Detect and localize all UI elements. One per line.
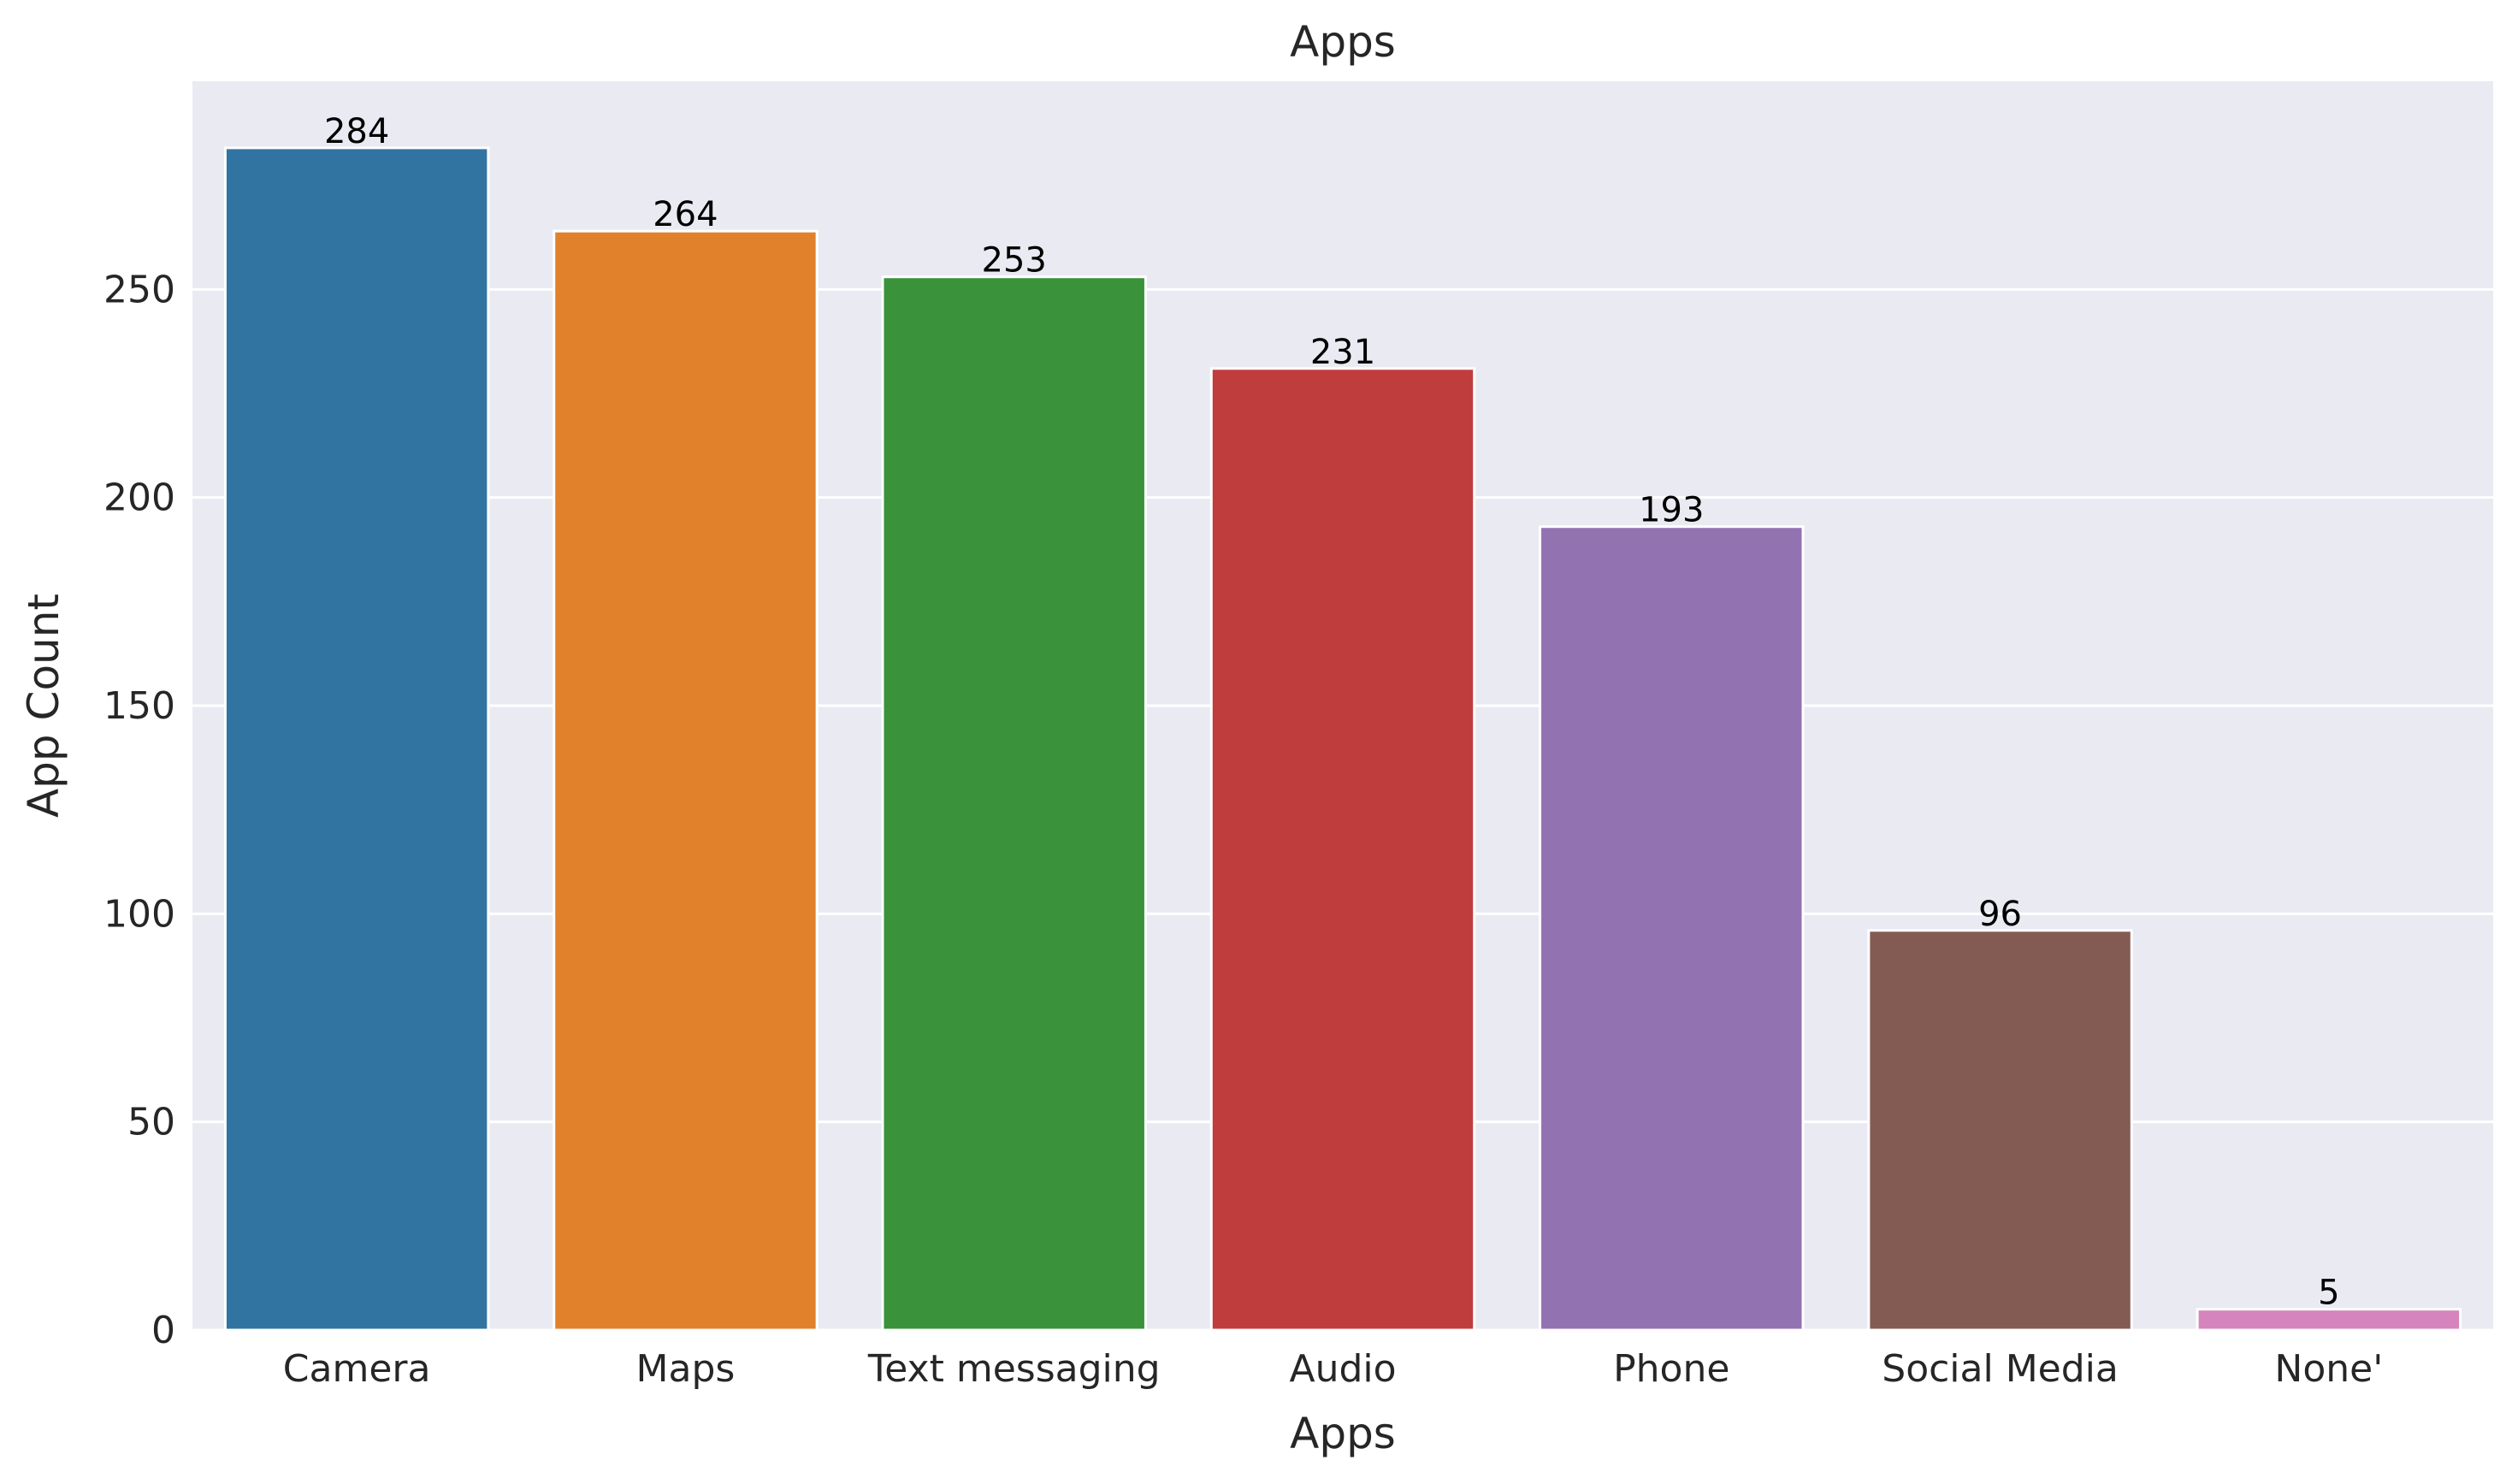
- y-tick-labels: 0 50 100 150 200 250: [103, 268, 175, 1352]
- bar-phone: [1539, 525, 1805, 1332]
- x-tick-label: Phone: [1613, 1347, 1729, 1391]
- bar-value-label: 264: [653, 195, 718, 234]
- x-tick-labels: Camera Maps Text messaging Audio Phone Social…: [283, 1347, 2383, 1391]
- bar-value-label: 96: [1978, 895, 2022, 934]
- bar-value-label: 231: [1310, 333, 1375, 372]
- x-tick-label: Social Media: [1882, 1347, 2119, 1391]
- y-tick-label: 200: [103, 476, 175, 520]
- bar-camera: [223, 146, 490, 1332]
- x-tick-label: Text messaging: [867, 1347, 1161, 1391]
- bar-social-media: [1867, 929, 2133, 1332]
- y-tick-label: 50: [127, 1101, 175, 1144]
- bar-text-messaging: [881, 275, 1147, 1332]
- bar-labels-group: 284 264 253 231 193 96 5: [324, 112, 2340, 1313]
- bar-value-label: 193: [1639, 491, 1704, 530]
- x-tick-label: Maps: [636, 1347, 736, 1391]
- x-tick-label: Camera: [283, 1347, 431, 1391]
- chart-title: Apps: [1290, 17, 1396, 67]
- y-tick-label: 250: [103, 268, 175, 311]
- x-tick-label: None': [2274, 1347, 2383, 1391]
- bar-maps: [553, 229, 819, 1332]
- x-axis-title: Apps: [1290, 1409, 1396, 1458]
- bar-value-label: 253: [982, 241, 1047, 281]
- bar-audio: [1209, 367, 1476, 1332]
- y-tick-label: 0: [151, 1309, 175, 1352]
- y-axis-title: App Count: [19, 594, 68, 818]
- y-tick-label: 150: [103, 684, 175, 728]
- bar-value-label: 284: [324, 112, 389, 151]
- bar-none: [2196, 1308, 2462, 1332]
- bars-group: [223, 146, 2462, 1332]
- bar-value-label: 5: [2318, 1274, 2339, 1313]
- y-tick-label: 100: [103, 892, 175, 936]
- x-tick-label: Audio: [1289, 1347, 1396, 1391]
